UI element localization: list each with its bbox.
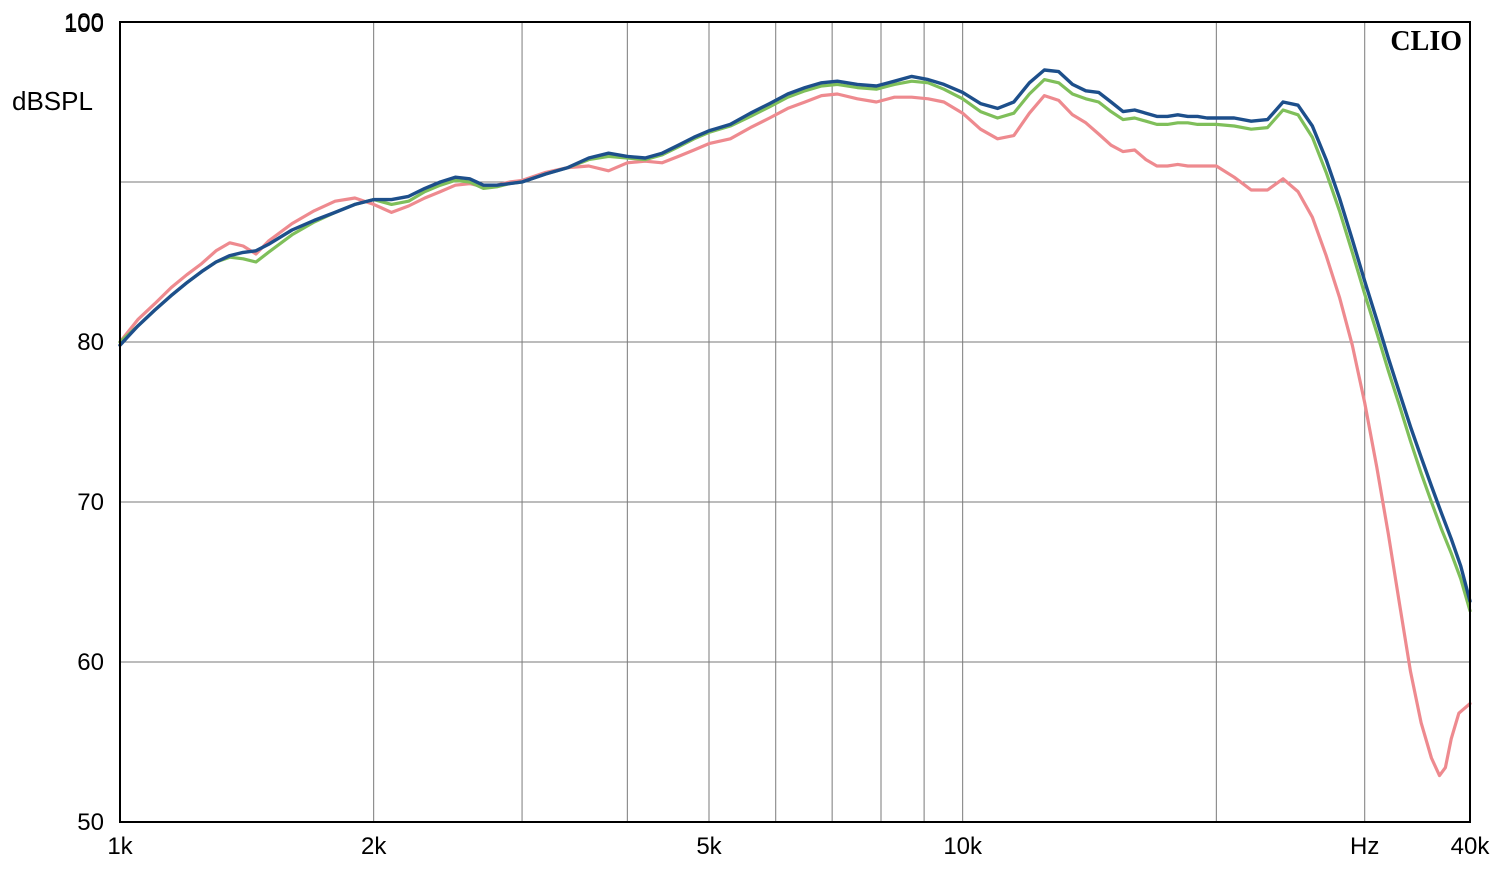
x-tick-label: 5k bbox=[696, 833, 722, 860]
x-tick-label: 2k bbox=[361, 833, 387, 860]
watermark: CLIO bbox=[1390, 26, 1462, 57]
x-tick-label: 40k bbox=[1451, 833, 1491, 860]
y-tick-label: 60 bbox=[77, 649, 104, 676]
x-tick-label: 10k bbox=[943, 833, 983, 860]
frequency-response-chart: 1k2k5k10kHz40k50607080100100dBSPLCLIO bbox=[0, 0, 1500, 890]
y-axis-label: dBSPL bbox=[12, 86, 93, 116]
y-tick-label: 70 bbox=[77, 489, 104, 516]
chart-svg: 1k2k5k10kHz40k50607080100100dBSPLCLIO bbox=[0, 0, 1500, 890]
chart-bg bbox=[0, 0, 1500, 890]
y-tick-label: 50 bbox=[77, 809, 104, 836]
y-tick-label: 100 bbox=[64, 11, 104, 38]
y-tick-label: 80 bbox=[77, 329, 104, 356]
x-tick-label: Hz bbox=[1350, 833, 1379, 860]
x-tick-label: 1k bbox=[107, 833, 133, 860]
